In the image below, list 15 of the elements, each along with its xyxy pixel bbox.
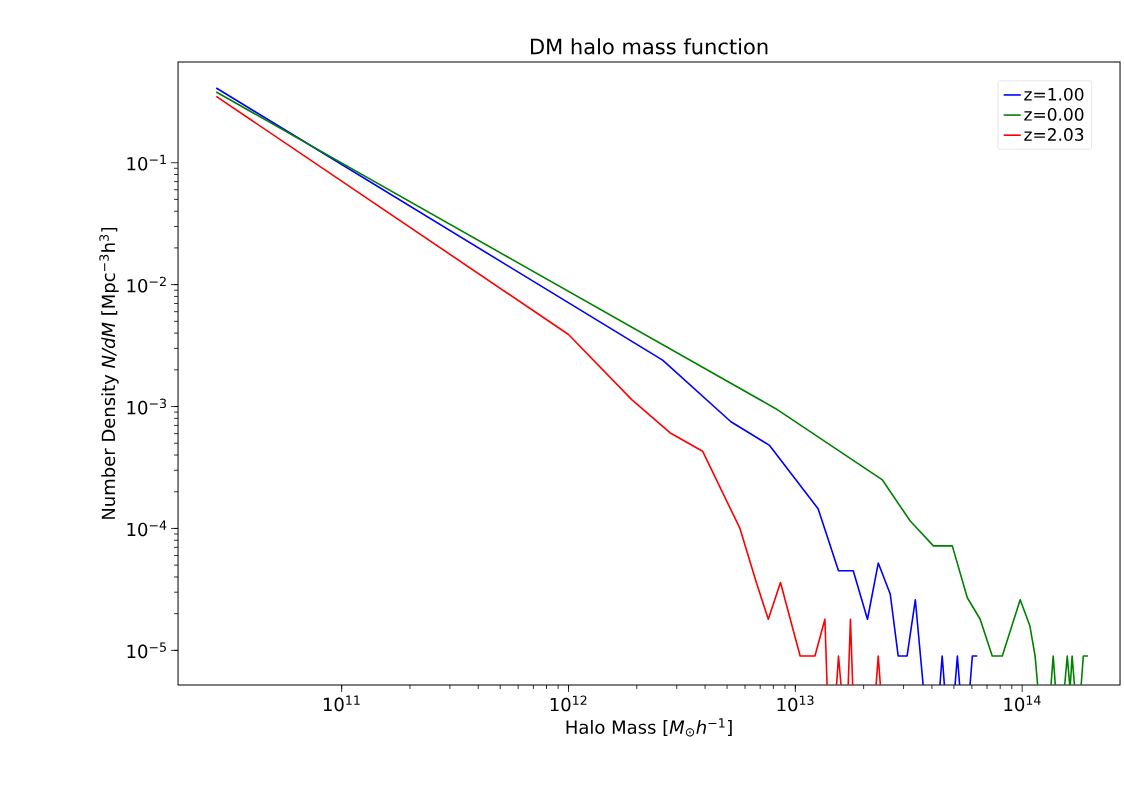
- x-axis-title: Halo Mass [M$_{⊙}$h$^{−1}$]: [566, 718, 732, 737]
- y-tick-label: 10$^{−2}$: [127, 276, 166, 293]
- y-tick-label: 10$^{−3}$: [127, 398, 167, 415]
- x-tick-label: 10$^{13}$: [777, 695, 814, 712]
- legend-label: z=2.03: [1024, 128, 1084, 141]
- y-tick-label: 10$^{−1}$: [127, 154, 166, 171]
- chart-title: DM halo mass function: [531, 38, 768, 55]
- x-tick-label: 10$^{12}$: [550, 695, 587, 712]
- y-axis-title: Number Density N/dM [Mpc$^{−3}$h$^{3}$]: [99, 227, 119, 519]
- legend-label: z=0.00: [1024, 107, 1084, 121]
- y-tick-label: 10$^{−5}$: [127, 642, 166, 659]
- x-tick-label: 10$^{14}$: [1004, 695, 1041, 712]
- x-tick-label: 10$^{11}$: [323, 695, 360, 712]
- y-tick-label: 10$^{−4}$: [127, 520, 167, 537]
- legend-label: z=1.00: [1024, 87, 1084, 101]
